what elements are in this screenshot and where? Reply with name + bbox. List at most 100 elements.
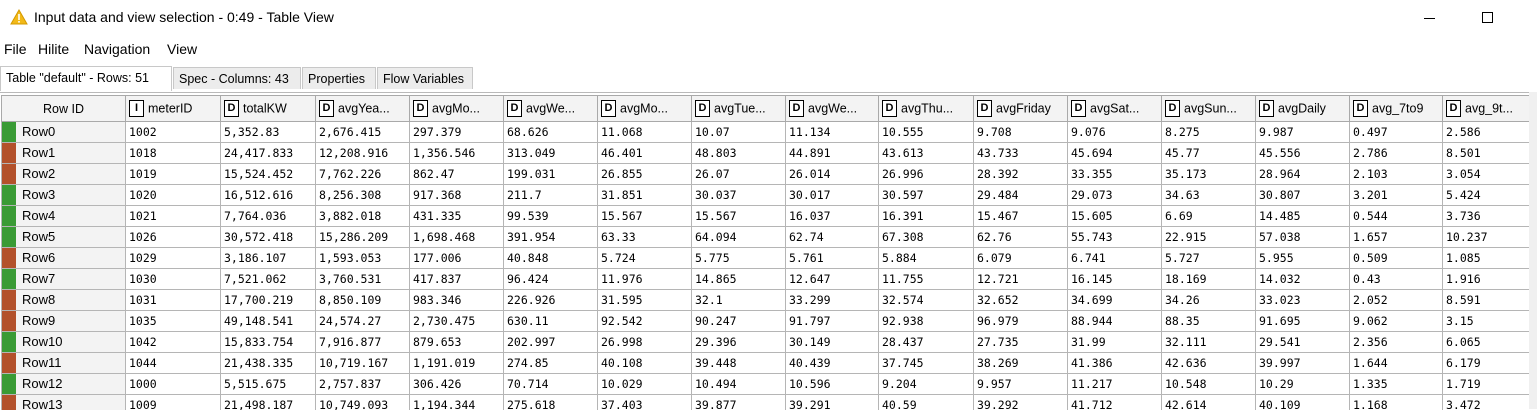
row-id-cell[interactable]: Row5 — [2, 227, 126, 248]
table-cell[interactable]: 199.031 — [504, 164, 598, 185]
table-cell[interactable]: 6.079 — [974, 248, 1068, 269]
row-id-cell[interactable]: Row1 — [2, 143, 126, 164]
table-cell[interactable]: 46.401 — [598, 143, 692, 164]
table-cell[interactable]: 5.955 — [1256, 248, 1350, 269]
table-cell[interactable]: 0.509 — [1350, 248, 1443, 269]
table-cell[interactable]: 1026 — [126, 227, 221, 248]
table-cell[interactable]: 45.694 — [1068, 143, 1162, 164]
table-cell[interactable]: 297.379 — [410, 122, 504, 143]
table-cell[interactable]: 43.733 — [974, 143, 1068, 164]
table-cell[interactable]: 40.848 — [504, 248, 598, 269]
table-cell[interactable]: 8.501 — [1443, 143, 1537, 164]
tab-properties[interactable]: Properties — [302, 67, 376, 89]
table-cell[interactable]: 2,730.475 — [410, 311, 504, 332]
table-cell[interactable]: 6.741 — [1068, 248, 1162, 269]
table-cell[interactable]: 45.556 — [1256, 143, 1350, 164]
table-cell[interactable]: 39.997 — [1256, 353, 1350, 374]
table-cell[interactable]: 26.855 — [598, 164, 692, 185]
table-cell[interactable]: 16.145 — [1068, 269, 1162, 290]
table-cell[interactable]: 3.15 — [1443, 311, 1537, 332]
tab-spec[interactable]: Spec - Columns: 43 — [173, 67, 301, 89]
maximize-button[interactable] — [1468, 6, 1508, 30]
table-cell[interactable]: 3,186.107 — [221, 248, 316, 269]
table-cell[interactable]: 28.392 — [974, 164, 1068, 185]
table-cell[interactable]: 1,356.546 — [410, 143, 504, 164]
table-cell[interactable]: 8.275 — [1162, 122, 1256, 143]
table-cell[interactable]: 3,760.531 — [316, 269, 410, 290]
table-cell[interactable]: 15,833.754 — [221, 332, 316, 353]
table-cell[interactable]: 43.613 — [879, 143, 974, 164]
menu-view[interactable]: View — [167, 41, 197, 57]
table-cell[interactable]: 917.368 — [410, 185, 504, 206]
table-cell[interactable]: 879.653 — [410, 332, 504, 353]
table-cell[interactable]: 64.094 — [692, 227, 786, 248]
table-cell[interactable]: 9.204 — [879, 374, 974, 395]
table-cell[interactable]: 27.735 — [974, 332, 1068, 353]
row-id-cell[interactable]: Row4 — [2, 206, 126, 227]
table-cell[interactable]: 10,719.167 — [316, 353, 410, 374]
table-cell[interactable]: 983.346 — [410, 290, 504, 311]
table-cell[interactable]: 7,762.226 — [316, 164, 410, 185]
table-cell[interactable]: 1000 — [126, 374, 221, 395]
table-cell[interactable]: 862.47 — [410, 164, 504, 185]
table-cell[interactable]: 49,148.541 — [221, 311, 316, 332]
table-cell[interactable]: 1021 — [126, 206, 221, 227]
table-cell[interactable]: 17,700.219 — [221, 290, 316, 311]
row-id-cell[interactable]: Row6 — [2, 248, 126, 269]
table-cell[interactable]: 30,572.418 — [221, 227, 316, 248]
row-id-cell[interactable]: Row8 — [2, 290, 126, 311]
table-cell[interactable]: 30.149 — [786, 332, 879, 353]
table-cell[interactable]: 177.006 — [410, 248, 504, 269]
table-cell[interactable]: 24,417.833 — [221, 143, 316, 164]
table-cell[interactable]: 5.761 — [786, 248, 879, 269]
table-cell[interactable]: 26.998 — [598, 332, 692, 353]
table-cell[interactable]: 34.699 — [1068, 290, 1162, 311]
table-cell[interactable]: 5.727 — [1162, 248, 1256, 269]
table-cell[interactable]: 630.11 — [504, 311, 598, 332]
table-cell[interactable]: 2.586 — [1443, 122, 1537, 143]
table-cell[interactable]: 30.017 — [786, 185, 879, 206]
table-cell[interactable]: 15.605 — [1068, 206, 1162, 227]
table-cell[interactable]: 10.555 — [879, 122, 974, 143]
table-cell[interactable]: 32.111 — [1162, 332, 1256, 353]
row-id-cell[interactable]: Row13 — [2, 395, 126, 410]
table-cell[interactable]: 14.485 — [1256, 206, 1350, 227]
table-cell[interactable]: 44.891 — [786, 143, 879, 164]
table-cell[interactable]: 3.472 — [1443, 395, 1537, 410]
table-cell[interactable]: 1002 — [126, 122, 221, 143]
table-cell[interactable]: 24,574.27 — [316, 311, 410, 332]
table-cell[interactable]: 306.426 — [410, 374, 504, 395]
table-cell[interactable]: 70.714 — [504, 374, 598, 395]
table-cell[interactable]: 1.335 — [1350, 374, 1443, 395]
table-cell[interactable]: 12.647 — [786, 269, 879, 290]
table-cell[interactable]: 68.626 — [504, 122, 598, 143]
table-cell[interactable]: 37.403 — [598, 395, 692, 410]
tab-table[interactable]: Table "default" - Rows: 51 — [0, 66, 172, 91]
table-cell[interactable]: 11.068 — [598, 122, 692, 143]
table-cell[interactable]: 33.299 — [786, 290, 879, 311]
table-cell[interactable]: 5.884 — [879, 248, 974, 269]
table-cell[interactable]: 274.85 — [504, 353, 598, 374]
table-cell[interactable]: 1042 — [126, 332, 221, 353]
table-cell[interactable]: 33.355 — [1068, 164, 1162, 185]
table-cell[interactable]: 30.807 — [1256, 185, 1350, 206]
table-cell[interactable]: 5,352.83 — [221, 122, 316, 143]
row-id-cell[interactable]: Row7 — [2, 269, 126, 290]
table-cell[interactable]: 29.484 — [974, 185, 1068, 206]
table-cell[interactable]: 10.596 — [786, 374, 879, 395]
column-header-row-id[interactable]: Row ID — [2, 96, 126, 122]
